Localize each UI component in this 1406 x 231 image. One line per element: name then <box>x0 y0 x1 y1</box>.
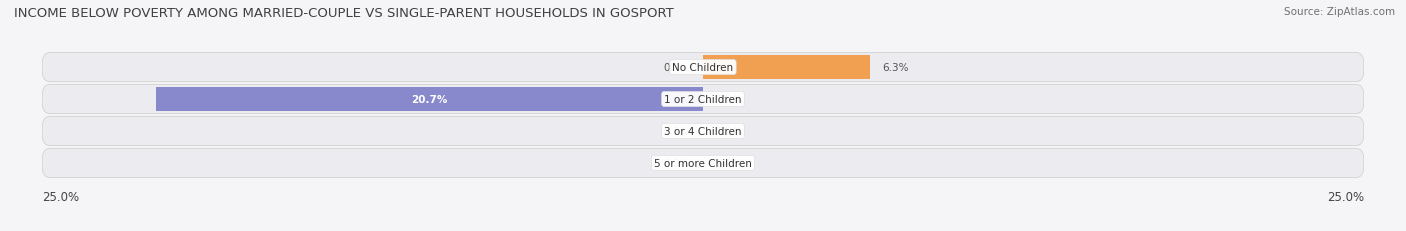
Bar <box>703 56 869 79</box>
Text: 5 or more Children: 5 or more Children <box>654 158 752 168</box>
Text: 0.0%: 0.0% <box>664 126 690 136</box>
Text: 25.0%: 25.0% <box>42 190 79 203</box>
FancyBboxPatch shape <box>42 117 1364 146</box>
Text: 20.7%: 20.7% <box>411 95 447 105</box>
Text: 6.3%: 6.3% <box>883 63 910 73</box>
Text: Source: ZipAtlas.com: Source: ZipAtlas.com <box>1284 7 1395 17</box>
FancyBboxPatch shape <box>42 85 1364 114</box>
Text: No Children: No Children <box>672 63 734 73</box>
Text: 25.0%: 25.0% <box>1327 190 1364 203</box>
Bar <box>156 88 703 111</box>
Text: 0.0%: 0.0% <box>664 158 690 168</box>
Text: 3 or 4 Children: 3 or 4 Children <box>664 126 742 136</box>
FancyBboxPatch shape <box>42 149 1364 178</box>
Text: 0.0%: 0.0% <box>716 158 742 168</box>
Text: INCOME BELOW POVERTY AMONG MARRIED-COUPLE VS SINGLE-PARENT HOUSEHOLDS IN GOSPORT: INCOME BELOW POVERTY AMONG MARRIED-COUPL… <box>14 7 673 20</box>
FancyBboxPatch shape <box>42 53 1364 82</box>
Text: 0.0%: 0.0% <box>716 95 742 105</box>
Text: 0.0%: 0.0% <box>716 126 742 136</box>
Text: 0.0%: 0.0% <box>664 63 690 73</box>
Text: 1 or 2 Children: 1 or 2 Children <box>664 95 742 105</box>
